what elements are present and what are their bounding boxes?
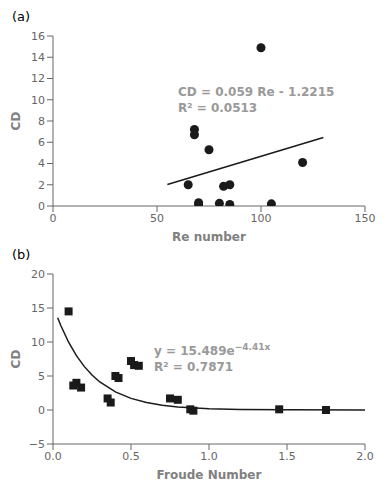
svg-text:5: 5 [38,370,45,383]
svg-text:0: 0 [38,404,45,417]
svg-text:Froude Number: Froude Number [157,468,262,482]
html-text:(b): (b) [12,247,31,262]
svg-text:−5: −5 [29,438,45,451]
html-text:CD = 0.059 Re - 1.2215: CD = 0.059 Re - 1.2215 [178,85,335,99]
svg-text:50: 50 [150,212,164,225]
svg-text:20: 20 [31,268,45,281]
html-text:R² = 0.0513: R² = 0.0513 [178,101,258,115]
svg-text:150: 150 [355,212,376,225]
html-text:(a): (a) [12,9,31,24]
svg-text:4: 4 [38,157,45,170]
svg-text:1.0: 1.0 [200,450,218,463]
svg-text:CD: CD [9,112,23,131]
svg-text:0.0: 0.0 [44,450,62,463]
svg-text:16: 16 [31,30,45,43]
svg-text:0: 0 [50,212,57,225]
svg-text:100: 100 [251,212,272,225]
svg-text:2.0: 2.0 [356,450,374,463]
svg-text:2: 2 [38,179,45,192]
html-text:R² = 0.7871: R² = 0.7871 [154,360,234,374]
svg-text:0: 0 [38,200,45,213]
svg-text:10: 10 [31,336,45,349]
svg-text:Re number: Re number [172,230,246,244]
svg-text:14: 14 [31,51,45,64]
svg-text:6: 6 [38,136,45,149]
svg-text:8: 8 [38,115,45,128]
svg-text:15: 15 [31,302,45,315]
svg-text:0.5: 0.5 [122,450,140,463]
svg-text:CD: CD [9,350,23,369]
svg-text:12: 12 [31,72,45,85]
html-text:y = 15.489e−4.41x: y = 15.489e−4.41x [154,342,271,358]
svg-text:1.5: 1.5 [278,450,296,463]
svg-text:10: 10 [31,94,45,107]
